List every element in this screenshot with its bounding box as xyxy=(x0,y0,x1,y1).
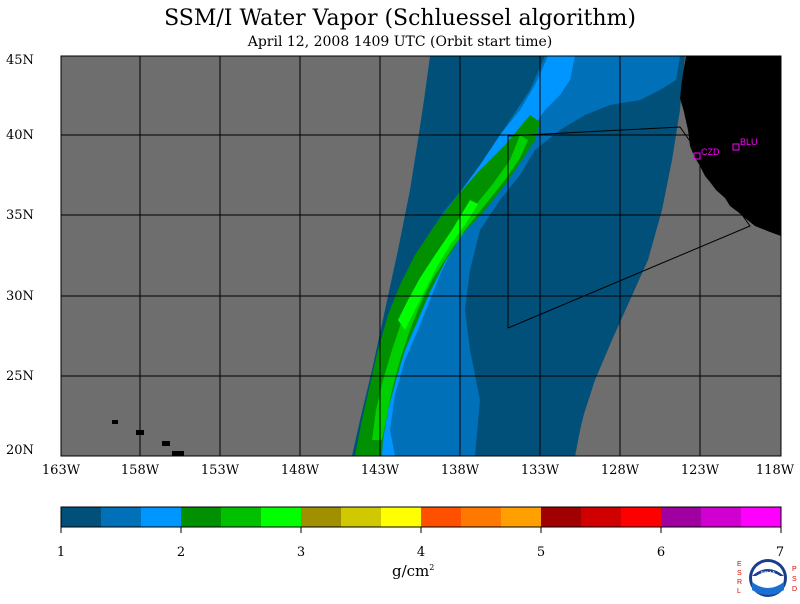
colorbar-segment xyxy=(501,507,542,527)
units-text: g/cm xyxy=(392,562,430,580)
colorbar-tick: 1 xyxy=(56,545,66,560)
station-marker-czd xyxy=(693,152,701,160)
lon-label: 143W xyxy=(360,463,400,478)
colorbar-tick: 7 xyxy=(775,545,785,560)
colorbar-tick: 6 xyxy=(656,545,666,560)
colorbar-segment xyxy=(741,507,782,527)
analysis-domain-outline xyxy=(507,126,751,329)
colorbar-segment xyxy=(141,507,182,527)
swath-bright-blue xyxy=(372,56,575,456)
colorbar-segment xyxy=(461,507,502,527)
colorbar-units: g/cm2 xyxy=(392,562,434,580)
colorbar-segment xyxy=(341,507,382,527)
island xyxy=(162,441,170,446)
lat-label: 25N xyxy=(6,369,34,384)
lat-label: 45N xyxy=(6,53,34,68)
lat-label: 40N xyxy=(6,128,34,143)
colorbar-tick: 4 xyxy=(416,545,426,560)
island xyxy=(172,451,184,456)
lat-label: 20N xyxy=(6,443,34,458)
colorbar-segment xyxy=(101,507,142,527)
map-title: SSM/I Water Vapor (Schluessel algorithm) xyxy=(164,6,636,31)
swath-dark-blue-inner xyxy=(470,170,640,456)
colorbar-frame xyxy=(60,506,782,528)
swath-medium-blue xyxy=(380,56,680,456)
lat-label: 30N xyxy=(6,289,34,304)
grid-lines xyxy=(61,56,781,456)
colorbar-segment xyxy=(421,507,462,527)
colorbar-segment xyxy=(701,507,742,527)
lon-label: 153W xyxy=(200,463,240,478)
lon-label: 148W xyxy=(280,463,320,478)
island xyxy=(112,420,118,424)
colorbar-segment xyxy=(261,507,302,527)
lon-label: 163W xyxy=(41,463,81,478)
esrl-letters: ESRL xyxy=(737,561,743,595)
colorbar-segment xyxy=(181,507,222,527)
colorbar-segment xyxy=(621,507,662,527)
psd-letters: PSD xyxy=(792,566,798,593)
logo-text: NOAA xyxy=(761,571,776,577)
colorbar-segment xyxy=(221,507,262,527)
colorbar-segment xyxy=(661,507,702,527)
colorbar-tick: 3 xyxy=(296,545,306,560)
colorbar-segment xyxy=(541,507,582,527)
lon-label: 118W xyxy=(755,463,795,478)
colorbar xyxy=(60,507,782,533)
lon-label: 123W xyxy=(680,463,720,478)
colorbar-segment xyxy=(581,507,622,527)
station-marker-blu xyxy=(732,143,740,151)
swath-lime xyxy=(398,200,478,330)
lon-label: 128W xyxy=(600,463,640,478)
lon-label: 158W xyxy=(120,463,160,478)
units-superscript: 2 xyxy=(429,563,435,572)
lon-label: 133W xyxy=(520,463,560,478)
colorbar-segment xyxy=(301,507,342,527)
lon-label: 138W xyxy=(440,463,480,478)
noaa-logo[interactable]: NOAA xyxy=(736,554,800,600)
land-west-coast xyxy=(680,56,781,236)
lat-label: 35N xyxy=(6,208,34,223)
colorbar-segment xyxy=(381,507,422,527)
map-subtitle: April 12, 2008 1409 UTC (Orbit start tim… xyxy=(247,34,553,50)
colorbar-segment xyxy=(61,507,102,527)
colorbar-tick: 2 xyxy=(176,545,186,560)
station-label-czd: CZD xyxy=(701,147,720,157)
swath-bright-green xyxy=(372,135,528,440)
noaa-logo-icon xyxy=(749,559,787,597)
station-label-blu: BLU xyxy=(740,137,758,147)
plot-frame xyxy=(60,55,782,457)
colorbar-tick: 5 xyxy=(536,545,546,560)
